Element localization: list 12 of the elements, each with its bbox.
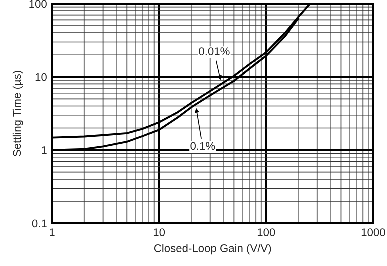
y-tick-label: 0.1	[32, 220, 47, 228]
x-tick-label: 1000	[362, 228, 386, 236]
x-tick-label: 100	[258, 228, 276, 236]
y-tick-label: 1	[42, 146, 47, 154]
x-tick-label: 10	[154, 228, 166, 236]
x-tick-label: 1	[50, 228, 55, 236]
x-axis-title: Closed-Loop Gain (V/V)	[154, 244, 272, 255]
annotation: 0.1%	[190, 142, 216, 150]
annotation: 0.01%	[199, 48, 230, 56]
y-tick-label: 10	[36, 73, 47, 82]
y-axis-title: Settling Time (µs)	[12, 71, 24, 157]
y-tick-label: 100	[30, 0, 47, 8]
